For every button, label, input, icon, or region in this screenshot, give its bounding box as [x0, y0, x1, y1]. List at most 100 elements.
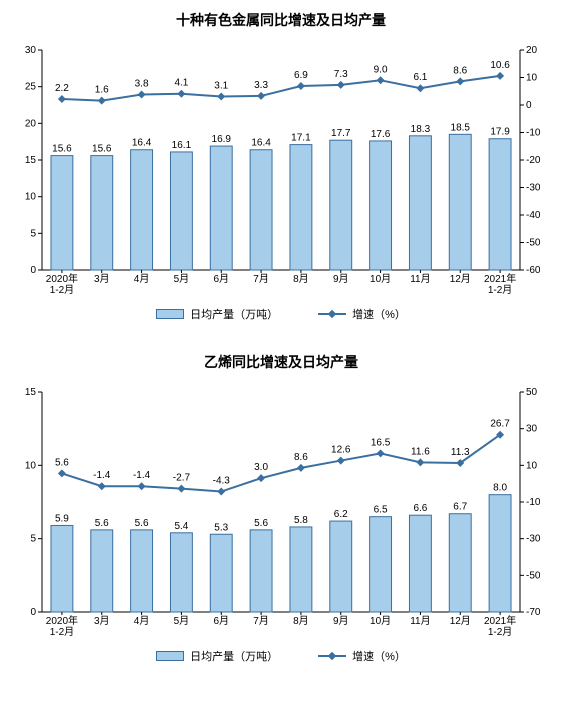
- svg-text:25: 25: [25, 82, 37, 93]
- legend-line: 增速（%）: [318, 648, 406, 664]
- svg-text:15.6: 15.6: [52, 144, 72, 155]
- svg-text:10.6: 10.6: [490, 60, 510, 71]
- svg-text:15: 15: [25, 155, 37, 166]
- svg-text:1-2月: 1-2月: [50, 284, 74, 296]
- svg-text:6.2: 6.2: [334, 509, 348, 520]
- svg-text:1-2月: 1-2月: [488, 284, 512, 296]
- svg-text:-50: -50: [526, 570, 541, 581]
- svg-text:16.4: 16.4: [132, 138, 152, 149]
- svg-text:17.6: 17.6: [371, 129, 391, 140]
- svg-text:-4.3: -4.3: [213, 476, 231, 487]
- svg-text:3.0: 3.0: [254, 462, 268, 473]
- legend-line-label: 增速（%）: [352, 306, 406, 322]
- legend-line: 增速（%）: [318, 306, 406, 322]
- svg-text:3月: 3月: [94, 615, 110, 627]
- svg-text:7月: 7月: [253, 273, 269, 285]
- svg-text:5.4: 5.4: [174, 521, 188, 532]
- svg-text:8月: 8月: [293, 273, 309, 285]
- svg-text:30: 30: [25, 45, 37, 56]
- svg-text:50: 50: [526, 387, 538, 398]
- svg-text:-1.4: -1.4: [93, 470, 111, 481]
- svg-text:5.6: 5.6: [135, 518, 149, 529]
- svg-text:20: 20: [526, 45, 538, 56]
- svg-text:2.2: 2.2: [55, 83, 69, 94]
- svg-text:-2.7: -2.7: [173, 473, 191, 484]
- legend-line-label: 增速（%）: [352, 648, 406, 664]
- svg-text:-10: -10: [526, 497, 541, 508]
- svg-text:4月: 4月: [134, 273, 150, 285]
- chart-metals-title: 十种有色金属同比增速及日均产量: [10, 10, 552, 30]
- svg-text:6.7: 6.7: [453, 502, 467, 513]
- chart-ethylene-legend: 日均产量（万吨） 增速（%）: [10, 648, 552, 664]
- svg-text:3月: 3月: [94, 273, 110, 285]
- svg-text:5.3: 5.3: [214, 522, 228, 533]
- svg-text:26.7: 26.7: [490, 419, 510, 430]
- svg-text:12.6: 12.6: [331, 445, 351, 456]
- svg-text:7.3: 7.3: [334, 69, 348, 80]
- svg-text:15: 15: [25, 387, 37, 398]
- svg-text:18.3: 18.3: [411, 124, 431, 135]
- svg-text:5.6: 5.6: [254, 518, 268, 529]
- svg-text:0: 0: [30, 607, 36, 618]
- svg-text:11月: 11月: [410, 615, 430, 627]
- svg-text:16.5: 16.5: [371, 437, 391, 448]
- svg-text:9.0: 9.0: [374, 64, 388, 75]
- svg-text:1-2月: 1-2月: [488, 626, 512, 638]
- svg-text:16.1: 16.1: [172, 140, 192, 151]
- svg-text:5月: 5月: [174, 273, 190, 285]
- svg-text:5月: 5月: [174, 615, 190, 627]
- svg-text:17.1: 17.1: [291, 133, 311, 144]
- chart-ethylene-title: 乙烯同比增速及日均产量: [10, 352, 552, 372]
- svg-text:11.6: 11.6: [411, 446, 430, 457]
- svg-text:16.4: 16.4: [251, 138, 271, 149]
- svg-text:-20: -20: [526, 155, 541, 166]
- line-swatch-icon: [318, 651, 346, 661]
- chart-metals-legend: 日均产量（万吨） 增速（%）: [10, 306, 552, 322]
- svg-text:0: 0: [30, 265, 36, 276]
- svg-text:12月: 12月: [450, 615, 471, 627]
- svg-text:5: 5: [30, 228, 36, 239]
- svg-text:-40: -40: [526, 210, 541, 221]
- svg-text:11月: 11月: [410, 273, 430, 285]
- svg-text:4.1: 4.1: [174, 78, 188, 89]
- svg-text:6月: 6月: [213, 273, 229, 285]
- svg-text:10: 10: [25, 192, 37, 203]
- svg-text:5: 5: [30, 534, 36, 545]
- svg-text:7月: 7月: [253, 615, 269, 627]
- svg-text:8月: 8月: [293, 615, 309, 627]
- svg-text:0: 0: [526, 100, 532, 111]
- svg-text:2020年: 2020年: [46, 272, 78, 285]
- chart-ethylene-canvas: 051015-70-50-30-101030505.95.65.65.45.35…: [10, 382, 552, 642]
- svg-text:6.9: 6.9: [294, 70, 308, 81]
- svg-text:10: 10: [25, 460, 37, 471]
- chart-metals: 十种有色金属同比增速及日均产量 051015202530-60-50-40-30…: [10, 10, 552, 322]
- svg-text:10月: 10月: [370, 615, 391, 627]
- svg-text:11.3: 11.3: [451, 447, 470, 458]
- svg-text:1.6: 1.6: [95, 85, 109, 96]
- svg-text:10月: 10月: [370, 273, 391, 285]
- svg-text:-10: -10: [526, 128, 541, 139]
- svg-text:3.3: 3.3: [254, 80, 268, 91]
- svg-text:30: 30: [526, 424, 538, 435]
- svg-text:9月: 9月: [333, 615, 349, 627]
- chart-ethylene: 乙烯同比增速及日均产量 051015-70-50-30-101030505.95…: [10, 352, 552, 664]
- bar-swatch-icon: [156, 309, 184, 319]
- svg-text:6月: 6月: [213, 615, 229, 627]
- svg-text:5.6: 5.6: [55, 457, 69, 468]
- svg-text:2020年: 2020年: [46, 614, 78, 627]
- legend-bar-label: 日均产量（万吨）: [190, 648, 278, 664]
- line-swatch-icon: [318, 309, 346, 319]
- chart-metals-canvas: 051015202530-60-50-40-30-20-100102015.61…: [10, 40, 552, 300]
- legend-bar: 日均产量（万吨）: [156, 648, 278, 664]
- legend-bar-label: 日均产量（万吨）: [190, 306, 278, 322]
- svg-text:-70: -70: [526, 607, 541, 618]
- svg-text:16.9: 16.9: [212, 134, 232, 145]
- svg-text:4月: 4月: [134, 615, 150, 627]
- svg-text:6.6: 6.6: [413, 503, 427, 514]
- svg-text:18.5: 18.5: [451, 122, 471, 133]
- svg-text:10: 10: [526, 73, 538, 84]
- svg-text:1-2月: 1-2月: [50, 626, 74, 638]
- svg-text:2021年: 2021年: [484, 614, 516, 627]
- svg-text:-30: -30: [526, 183, 541, 194]
- svg-text:15.6: 15.6: [92, 144, 112, 155]
